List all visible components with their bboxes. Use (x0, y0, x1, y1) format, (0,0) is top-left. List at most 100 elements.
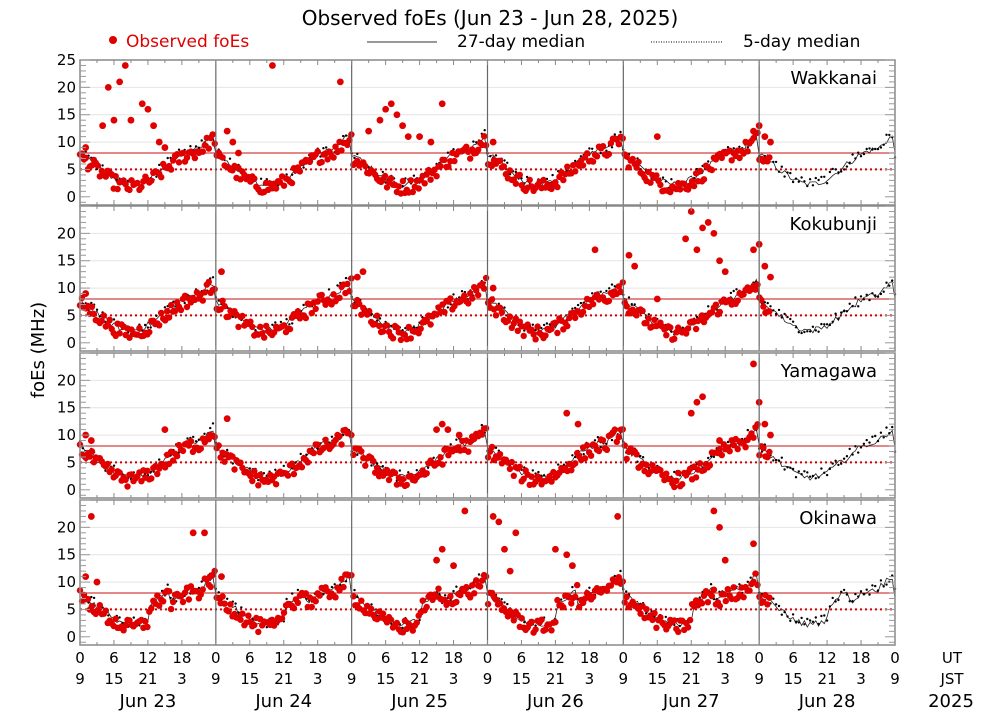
median-5day-point (472, 140, 475, 143)
ut-tick-label: 18 (444, 649, 463, 667)
jst-tick-label: 3 (585, 670, 595, 688)
observed-point (720, 591, 727, 598)
observed-point (245, 612, 252, 619)
observed-point (272, 185, 280, 192)
median-5day-point (837, 171, 840, 174)
observed-point (623, 303, 630, 310)
median-5day-point (851, 153, 854, 156)
observed-point (389, 335, 397, 342)
median-5day-point (789, 171, 792, 175)
median-5day-point (820, 322, 823, 326)
observed-point (316, 592, 323, 599)
observed-point (158, 309, 165, 317)
observed-point (251, 621, 258, 629)
observed-point (383, 322, 391, 329)
observed-point (572, 314, 579, 322)
observed-point (308, 309, 315, 317)
observed-point (399, 122, 407, 130)
observed-point (100, 312, 108, 319)
median-5day-point (291, 322, 294, 325)
observed-point (435, 585, 442, 592)
ut-tick-label: 0 (890, 649, 900, 667)
observed-point (682, 235, 689, 243)
observed-point (171, 307, 179, 315)
median-5day-point (166, 583, 169, 586)
median-5day-point (882, 143, 885, 146)
observed-point (692, 325, 700, 333)
median-5day-point (772, 309, 775, 312)
median-5day-point (186, 437, 189, 440)
median-5day-point (823, 471, 826, 474)
observed-point (623, 593, 630, 601)
observed-point (566, 314, 573, 322)
observed-point (564, 322, 571, 330)
observed-point (284, 472, 292, 479)
observed-point (767, 273, 774, 281)
median-5day-point (738, 145, 741, 148)
observed-point (146, 328, 153, 336)
median-5day-point (158, 163, 161, 167)
observed-point (489, 284, 497, 292)
median-5day-point (825, 619, 829, 622)
y-tick-label: 15 (57, 399, 76, 417)
observed-point (599, 437, 607, 444)
median-5day-point (588, 147, 591, 150)
median-5day-point (282, 464, 285, 468)
median-5day-point (882, 436, 885, 439)
ut-tick-label: 0 (619, 649, 629, 667)
median-5day-point (608, 287, 611, 290)
observed-point (173, 452, 181, 460)
median-5day-point (707, 456, 710, 460)
median-5day-point (599, 151, 602, 155)
observed-point (183, 154, 191, 161)
median-5day-point (876, 439, 880, 443)
median-5day-point (825, 182, 829, 185)
observed-point (407, 335, 414, 342)
observed-point (336, 433, 343, 440)
observed-point (760, 303, 767, 310)
observed-point (441, 308, 448, 316)
median-5day-point (811, 474, 815, 478)
observed-point (579, 308, 587, 316)
median-5day-point (599, 445, 602, 449)
observed-point (314, 441, 321, 448)
observed-point (501, 545, 508, 553)
median-5day-point (534, 328, 537, 332)
observed-point (764, 601, 771, 608)
observed-point (249, 477, 256, 485)
observed-point (595, 447, 603, 455)
observed-point (413, 619, 420, 626)
observed-point (403, 481, 410, 489)
median-5day-point (217, 591, 220, 594)
observed-point (615, 283, 622, 290)
observed-point (730, 584, 737, 591)
median-5day-point (848, 447, 851, 451)
y-tick-label: 5 (66, 160, 76, 178)
observed-point (306, 158, 313, 166)
observed-point (86, 453, 94, 460)
median-5day-point (876, 147, 880, 151)
median-5day-point (226, 448, 229, 452)
median-5day-point (155, 175, 158, 178)
observed-point (463, 143, 470, 150)
observed-point (255, 482, 262, 489)
observed-point (251, 175, 258, 182)
median-5day-point (95, 308, 99, 311)
observed-point (589, 593, 597, 601)
observed-point (599, 143, 607, 150)
median-5day-point (356, 595, 359, 599)
median-5day-point (842, 588, 846, 592)
observed-point (447, 295, 454, 302)
median-5day-point (888, 284, 891, 287)
observed-point (104, 460, 111, 468)
chart-title: Observed foEs (Jun 23 - Jun 28, 2025) (302, 6, 679, 30)
median-5day-point (545, 322, 549, 325)
median-5day-point (857, 151, 860, 154)
observed-point (404, 133, 412, 141)
observed-point (150, 122, 157, 130)
observed-point (692, 474, 700, 481)
observed-point (603, 587, 611, 594)
observed-point (169, 457, 177, 464)
median-5day-point (857, 595, 860, 598)
observed-point (399, 177, 407, 185)
